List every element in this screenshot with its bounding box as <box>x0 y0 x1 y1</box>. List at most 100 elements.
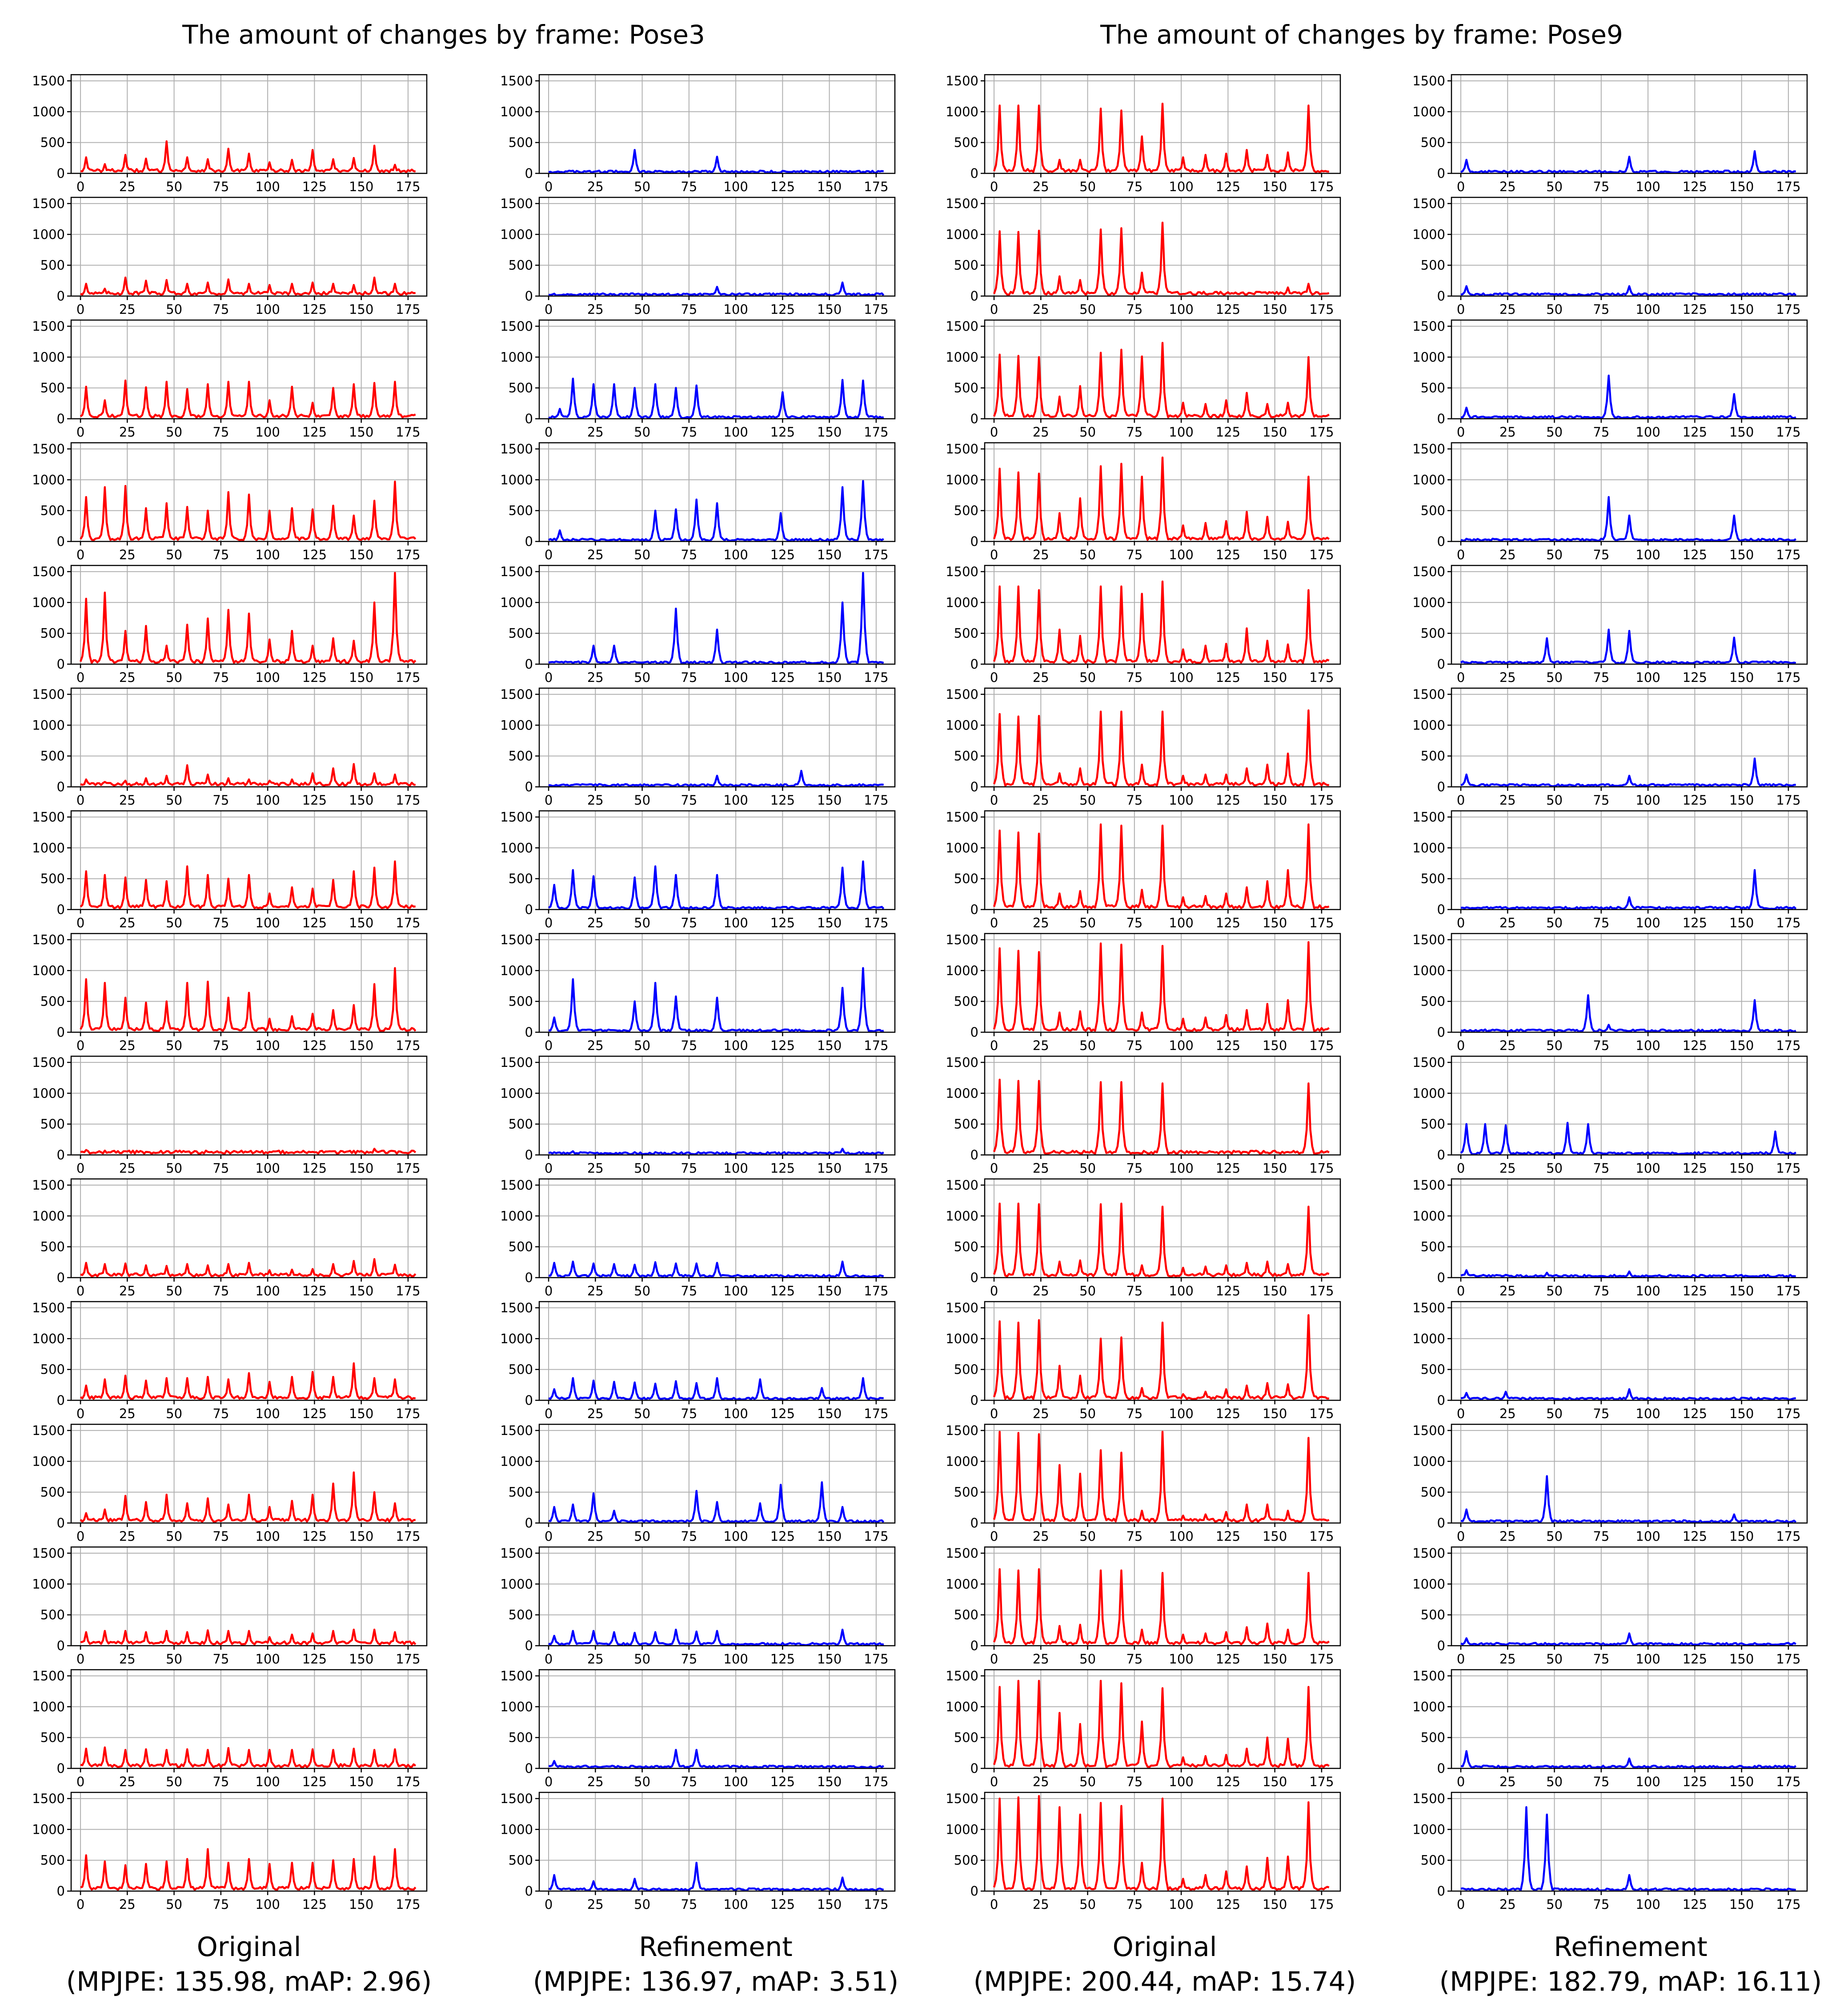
y-tick-label: 1000 <box>32 1699 65 1714</box>
y-tick-label: 1500 <box>1412 1178 1445 1193</box>
x-tick-label: 25 <box>587 670 604 685</box>
y-tick-label: 1500 <box>946 1423 978 1438</box>
x-tick-label: 150 <box>349 1038 373 1053</box>
x-tick-label: 25 <box>1033 1651 1049 1667</box>
y-tick-label: 0 <box>970 1515 978 1531</box>
x-tick-label: 125 <box>302 670 327 685</box>
y-tick-label: 1000 <box>500 349 533 365</box>
x-tick-label: 0 <box>545 547 553 562</box>
x-tick-label: 125 <box>302 1038 327 1053</box>
y-tick-label: 1500 <box>500 196 533 211</box>
x-tick-label: 150 <box>349 179 373 194</box>
x-tick-label: 100 <box>723 1038 748 1053</box>
y-tick-label: 0 <box>525 657 533 672</box>
y-tick-label: 500 <box>509 135 533 150</box>
x-tick-label: 100 <box>1169 1774 1193 1789</box>
x-tick-label: 75 <box>1126 1774 1142 1789</box>
y-tick-label: 1500 <box>32 1546 65 1561</box>
x-tick-label: 75 <box>1126 1161 1142 1176</box>
x-tick-label: 100 <box>1636 670 1660 685</box>
x-tick-label: 0 <box>76 793 84 808</box>
y-tick-label: 500 <box>40 1607 65 1623</box>
x-tick-label: 0 <box>545 1406 553 1421</box>
x-tick-label: 125 <box>1683 670 1707 685</box>
y-tick-label: 0 <box>57 411 65 426</box>
y-tick-label: 1000 <box>1412 840 1445 855</box>
x-tick-label: 0 <box>76 179 84 194</box>
panel-r12-c2: 0 25 50 75 100 125 150 175 0 500 1000 1500 <box>500 1423 896 1544</box>
x-tick-label: 100 <box>1636 302 1660 317</box>
x-tick-label: 100 <box>1636 1283 1660 1299</box>
y-tick-label: 1000 <box>946 349 978 365</box>
x-tick-label: 100 <box>1636 1529 1660 1544</box>
x-tick-label: 150 <box>349 547 373 562</box>
y-tick-label: 1000 <box>946 104 978 119</box>
plot-frame <box>538 1055 896 1156</box>
y-tick-label: 1000 <box>32 840 65 855</box>
x-tick-label: 125 <box>770 1651 795 1667</box>
plot-frame <box>984 1178 1341 1279</box>
x-tick-label: 75 <box>1593 915 1609 930</box>
x-tick-label: 75 <box>1126 1529 1142 1544</box>
series-line <box>548 377 884 419</box>
y-tick-label: 0 <box>1437 534 1445 549</box>
series-line <box>1460 1750 1797 1769</box>
x-tick-label: 25 <box>119 1283 136 1299</box>
series-line <box>1460 1122 1797 1155</box>
x-tick-label: 175 <box>1309 547 1334 562</box>
y-tick-label: 1500 <box>500 319 533 334</box>
x-tick-label: 150 <box>1263 670 1287 685</box>
y-tick-label: 1000 <box>32 1208 65 1223</box>
x-tick-label: 150 <box>1263 915 1287 930</box>
x-tick-label: 25 <box>119 1774 136 1789</box>
x-tick-label: 75 <box>1126 302 1142 317</box>
series-line <box>548 1749 884 1769</box>
x-tick-label: 0 <box>1457 425 1465 440</box>
x-tick-label: 50 <box>1079 1774 1096 1789</box>
plot-frame <box>1451 1301 1808 1401</box>
plot-frame <box>1451 933 1808 1033</box>
y-tick-label: 1000 <box>946 1822 978 1837</box>
y-tick-label: 0 <box>57 1515 65 1531</box>
x-tick-label: 25 <box>119 1038 136 1053</box>
x-tick-label: 50 <box>1546 1651 1563 1667</box>
x-tick-label: 175 <box>1309 1897 1334 1912</box>
x-tick-label: 150 <box>349 1161 373 1176</box>
x-tick-label: 25 <box>1033 1161 1049 1176</box>
y-tick-label: 500 <box>954 1117 978 1132</box>
x-tick-label: 25 <box>1499 1406 1516 1421</box>
y-tick-label: 0 <box>1437 1761 1445 1776</box>
y-tick-label: 500 <box>1421 258 1445 273</box>
x-tick-label: 0 <box>545 302 553 317</box>
plot-frame <box>538 196 896 297</box>
x-tick-label: 25 <box>587 1283 604 1299</box>
x-tick-label: 75 <box>681 1161 697 1176</box>
x-tick-label: 100 <box>723 915 748 930</box>
x-tick-label: 150 <box>349 1651 373 1667</box>
plot-frame <box>70 1055 428 1156</box>
series-line <box>80 481 417 541</box>
y-tick-label: 1000 <box>32 1822 65 1837</box>
x-tick-label: 125 <box>1216 1897 1240 1912</box>
x-tick-label: 0 <box>1457 1161 1465 1176</box>
x-tick-label: 25 <box>1499 1038 1516 1053</box>
x-tick-label: 175 <box>864 1038 888 1053</box>
plot-frame <box>70 1792 428 1892</box>
y-tick-label: 0 <box>970 1025 978 1040</box>
x-tick-label: 125 <box>302 179 327 194</box>
panel-r15-c2: 0 25 50 75 100 125 150 175 0 500 1000 1500 <box>500 1791 896 1912</box>
x-tick-label: 25 <box>119 793 136 808</box>
x-tick-label: 75 <box>212 547 229 562</box>
x-tick-label: 100 <box>1636 915 1660 930</box>
x-tick-label: 125 <box>1216 915 1240 930</box>
x-tick-label: 100 <box>1636 1651 1660 1667</box>
x-tick-label: 150 <box>1729 425 1754 440</box>
x-tick-label: 125 <box>1683 793 1707 808</box>
x-tick-label: 100 <box>1169 1283 1193 1299</box>
plot-frame <box>1451 1792 1808 1892</box>
x-tick-label: 75 <box>1593 793 1609 808</box>
x-tick-label: 25 <box>587 1161 604 1176</box>
x-tick-label: 50 <box>1546 1529 1563 1544</box>
x-tick-label: 175 <box>396 670 420 685</box>
caption-col4-line2: (MPJPE: 182.79, mAP: 16.11) <box>1439 1966 1822 1997</box>
